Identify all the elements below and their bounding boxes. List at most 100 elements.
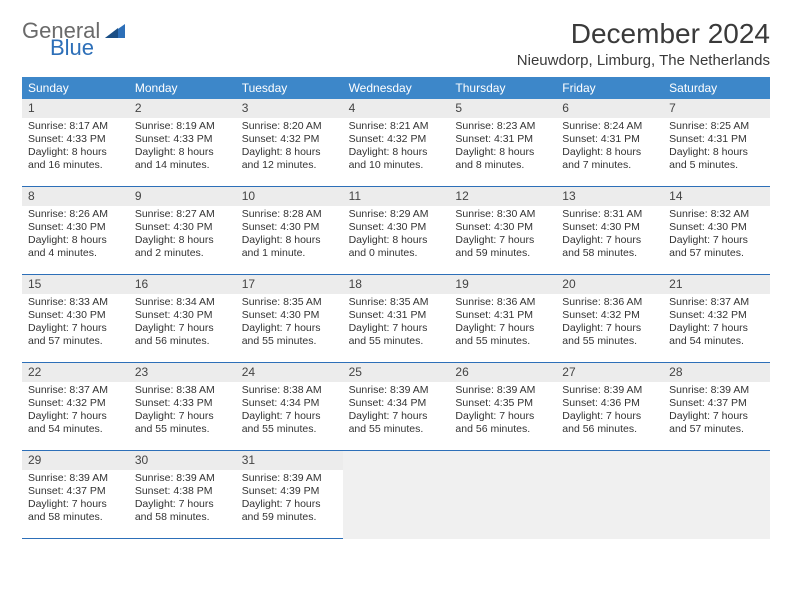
- calendar-cell: [343, 451, 450, 539]
- weekday-header: Saturday: [663, 77, 770, 99]
- logo-text-block: General Blue: [22, 22, 125, 58]
- sunset-line: Sunset: 4:30 PM: [453, 221, 552, 234]
- daylight-line: Daylight: 8 hours and 4 minutes.: [26, 234, 125, 260]
- sunrise-line: Sunrise: 8:39 AM: [240, 472, 339, 485]
- sunset-line: Sunset: 4:35 PM: [453, 397, 552, 410]
- sunrise-line: Sunrise: 8:39 AM: [133, 472, 232, 485]
- day-number: 26: [449, 363, 556, 382]
- daylight-line: Daylight: 7 hours and 54 minutes.: [26, 410, 125, 436]
- day-number: 16: [129, 275, 236, 294]
- sunrise-line: Sunrise: 8:36 AM: [453, 296, 552, 309]
- title-block: December 2024 Nieuwdorp, Limburg, The Ne…: [517, 18, 770, 69]
- sunset-line: Sunset: 4:31 PM: [347, 309, 446, 322]
- day-number: 1: [22, 99, 129, 118]
- sunset-line: Sunset: 4:31 PM: [667, 133, 766, 146]
- logo-text-blue: Blue: [50, 39, 125, 58]
- daylight-line: Daylight: 8 hours and 5 minutes.: [667, 146, 766, 172]
- daylight-line: Daylight: 7 hours and 55 minutes.: [133, 410, 232, 436]
- daylight-line: Daylight: 8 hours and 1 minute.: [240, 234, 339, 260]
- daylight-line: Daylight: 7 hours and 58 minutes.: [26, 498, 125, 524]
- calendar-cell: 22 Sunrise: 8:37 AMSunset: 4:32 PMDayligh…: [22, 363, 129, 451]
- weekday-header: Tuesday: [236, 77, 343, 99]
- sunrise-line: Sunrise: 8:39 AM: [26, 472, 125, 485]
- day-number: 31: [236, 451, 343, 470]
- sunset-line: Sunset: 4:31 PM: [560, 133, 659, 146]
- weekday-header: Wednesday: [343, 77, 450, 99]
- sunset-line: Sunset: 4:30 PM: [26, 309, 125, 322]
- sunrise-line: Sunrise: 8:29 AM: [347, 208, 446, 221]
- day-number: 11: [343, 187, 450, 206]
- page-subtitle: Nieuwdorp, Limburg, The Netherlands: [517, 52, 770, 69]
- weekday-header: Sunday: [22, 77, 129, 99]
- day-number: 8: [22, 187, 129, 206]
- sunrise-line: Sunrise: 8:26 AM: [26, 208, 125, 221]
- daylight-line: Daylight: 7 hours and 55 minutes.: [347, 410, 446, 436]
- sunrise-line: Sunrise: 8:39 AM: [667, 384, 766, 397]
- sunrise-line: Sunrise: 8:24 AM: [560, 120, 659, 133]
- sunrise-line: Sunrise: 8:35 AM: [347, 296, 446, 309]
- day-number: 28: [663, 363, 770, 382]
- sunrise-line: Sunrise: 8:33 AM: [26, 296, 125, 309]
- daylight-line: Daylight: 8 hours and 12 minutes.: [240, 146, 339, 172]
- sunset-line: Sunset: 4:33 PM: [26, 133, 125, 146]
- sunset-line: Sunset: 4:32 PM: [667, 309, 766, 322]
- triangle-icon: [105, 22, 125, 41]
- sunrise-line: Sunrise: 8:39 AM: [453, 384, 552, 397]
- calendar-cell: [449, 451, 556, 539]
- sunrise-line: Sunrise: 8:37 AM: [667, 296, 766, 309]
- sunset-line: Sunset: 4:32 PM: [560, 309, 659, 322]
- sunrise-line: Sunrise: 8:27 AM: [133, 208, 232, 221]
- calendar-cell: 19Sunrise: 8:36 AMSunset: 4:31 PMDayligh…: [449, 275, 556, 363]
- calendar-cell: 15Sunrise: 8:33 AMSunset: 4:30 PMDayligh…: [22, 275, 129, 363]
- daylight-line: Daylight: 7 hours and 59 minutes.: [240, 498, 339, 524]
- sunset-line: Sunset: 4:30 PM: [347, 221, 446, 234]
- calendar-cell: 14Sunrise: 8:32 AMSunset: 4:30 PMDayligh…: [663, 187, 770, 275]
- sunrise-line: Sunrise: 8:20 AM: [240, 120, 339, 133]
- calendar-cell: 9Sunrise: 8:27 AMSunset: 4:30 PMDaylight…: [129, 187, 236, 275]
- sunset-line: Sunset: 4:30 PM: [667, 221, 766, 234]
- calendar: SundayMondayTuesdayWednesdayThursdayFrid…: [22, 77, 770, 539]
- daylight-line: Daylight: 7 hours and 55 minutes.: [240, 322, 339, 348]
- daylight-line: Daylight: 7 hours and 55 minutes.: [240, 410, 339, 436]
- day-number: 7: [663, 99, 770, 118]
- day-number: 13: [556, 187, 663, 206]
- daylight-line: Daylight: 7 hours and 59 minutes.: [453, 234, 552, 260]
- sunset-line: Sunset: 4:34 PM: [240, 397, 339, 410]
- daylight-line: Daylight: 8 hours and 16 minutes.: [26, 146, 125, 172]
- daylight-line: Daylight: 8 hours and 7 minutes.: [560, 146, 659, 172]
- daylight-line: Daylight: 7 hours and 54 minutes.: [667, 322, 766, 348]
- day-number: 18: [343, 275, 450, 294]
- sunrise-line: Sunrise: 8:28 AM: [240, 208, 339, 221]
- calendar-cell: 21 Sunrise: 8:37 AMSunset: 4:32 PMDayligh…: [663, 275, 770, 363]
- weekday-header: Monday: [129, 77, 236, 99]
- sunset-line: Sunset: 4:39 PM: [240, 485, 339, 498]
- sunset-line: Sunset: 4:33 PM: [133, 397, 232, 410]
- daylight-line: Daylight: 7 hours and 55 minutes.: [453, 322, 552, 348]
- daylight-line: Daylight: 7 hours and 55 minutes.: [347, 322, 446, 348]
- daylight-line: Daylight: 7 hours and 58 minutes.: [560, 234, 659, 260]
- sunrise-line: Sunrise: 8:23 AM: [453, 120, 552, 133]
- calendar-cell: 12Sunrise: 8:30 AMSunset: 4:30 PMDayligh…: [449, 187, 556, 275]
- day-number: 29: [22, 451, 129, 470]
- weekday-header: Friday: [556, 77, 663, 99]
- sunrise-line: Sunrise: 8:38 AM: [240, 384, 339, 397]
- day-number: 3: [236, 99, 343, 118]
- sunrise-line: Sunrise: 8:37 AM: [26, 384, 125, 397]
- calendar-cell: 10Sunrise: 8:28 AMSunset: 4:30 PMDayligh…: [236, 187, 343, 275]
- sunset-line: Sunset: 4:30 PM: [240, 221, 339, 234]
- calendar-header-row: SundayMondayTuesdayWednesdayThursdayFrid…: [22, 77, 770, 99]
- header: General Blue December 2024 Nieuwdorp, Li…: [22, 18, 770, 69]
- calendar-cell: 4Sunrise: 8:21 AMSunset: 4:32 PMDaylight…: [343, 99, 450, 187]
- sunset-line: Sunset: 4:34 PM: [347, 397, 446, 410]
- calendar-cell: 30Sunrise: 8:39 AMSunset: 4:38 PMDayligh…: [129, 451, 236, 539]
- calendar-cell: 17Sunrise: 8:35 AMSunset: 4:30 PMDayligh…: [236, 275, 343, 363]
- day-number: 21: [663, 275, 770, 294]
- sunset-line: Sunset: 4:32 PM: [26, 397, 125, 410]
- sunset-line: Sunset: 4:37 PM: [667, 397, 766, 410]
- sunset-line: Sunset: 4:31 PM: [453, 309, 552, 322]
- day-number: 2: [129, 99, 236, 118]
- calendar-cell: 7Sunrise: 8:25 AMSunset: 4:31 PMDaylight…: [663, 99, 770, 187]
- calendar-cell: 3Sunrise: 8:20 AMSunset: 4:32 PMDaylight…: [236, 99, 343, 187]
- calendar-body: 1Sunrise: 8:17 AMSunset: 4:33 PMDaylight…: [22, 99, 770, 539]
- day-number: 22: [22, 363, 129, 382]
